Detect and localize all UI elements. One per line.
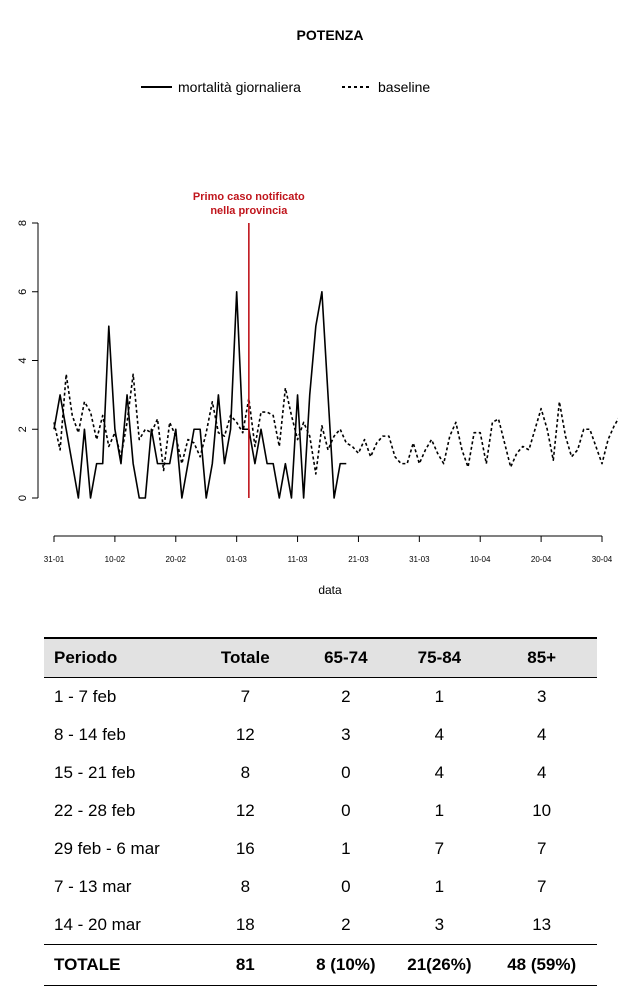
x-tick-label: 31-01	[44, 555, 65, 564]
total-75-84: 21(26%)	[392, 944, 487, 986]
cell-totale: 12	[235, 725, 255, 744]
legend-label-mortality: mortalità giornaliera	[178, 79, 301, 95]
cell-75-84: 1	[434, 687, 445, 706]
cell-totale: 16	[235, 839, 255, 858]
table-row: 15 - 21 feb 8 0 4 4	[44, 754, 597, 792]
cell-periodo: 1 - 7 feb	[54, 687, 117, 706]
y-tick-label: 0	[17, 495, 29, 501]
cell-totale: 12	[235, 801, 255, 820]
table-row: 14 - 20 mar 18 2 3 13	[44, 906, 597, 945]
table-row: 8 - 14 feb 12 3 4 4	[44, 716, 597, 754]
cell-periodo: 15 - 21 feb	[54, 763, 136, 782]
cell-75-84: 4	[434, 763, 445, 782]
x-tick-label: 11-03	[288, 555, 308, 564]
x-tick-label: 10-04	[470, 555, 491, 564]
cell-totale: 7	[240, 687, 251, 706]
header-65-74: 65-74	[299, 637, 393, 678]
cell-periodo: 14 - 20 mar	[54, 915, 141, 934]
cell-totale: 8	[240, 763, 251, 782]
cell-85plus: 7	[536, 839, 547, 858]
x-tick-label: 20-04	[531, 555, 552, 564]
table-header-row: Periodo Totale 65-74 75-84 85+	[44, 637, 597, 678]
series-layer	[53, 290, 618, 499]
table-row: 22 - 28 feb 12 0 1 10	[44, 792, 597, 830]
cell-65-74: 1	[341, 839, 351, 858]
cell-65-74: 3	[341, 725, 351, 744]
cell-65-74: 0	[341, 763, 351, 782]
x-tick-label: 30-04	[592, 555, 613, 564]
deaths-table: Periodo Totale 65-74 75-84 85+ 1 - 7 feb…	[44, 637, 597, 986]
x-tick-label: 21-03	[348, 555, 369, 564]
x-axis: 31-01 10-02 20-02 01-03 11-03 21-03 31-03 10-04…	[44, 535, 613, 564]
y-tick-label: 4	[17, 357, 29, 363]
y-tick-label: 6	[17, 289, 29, 295]
cell-85plus: 7	[536, 877, 547, 896]
cell-periodo: 8 - 14 feb	[54, 725, 126, 744]
x-tick-label: 01-03	[226, 555, 247, 564]
legend: mortalità giornaliera baseline	[141, 79, 430, 95]
annotation-line1: Primo caso notificato	[193, 191, 305, 203]
cell-periodo: 7 - 13 mar	[54, 877, 132, 896]
annotation-line2: nella provincia	[210, 205, 288, 217]
mortality-series-line	[53, 290, 347, 499]
cell-85plus: 4	[536, 763, 547, 782]
table-row: 7 - 13 mar 8 0 1 7	[44, 868, 597, 906]
x-tick-label: 20-02	[166, 555, 187, 564]
header-periodo: Periodo	[44, 637, 192, 678]
cell-periodo: 22 - 28 feb	[54, 801, 136, 820]
table-total-row: TOTALE 81 8 (10%) 21(26%) 48 (59%)	[44, 944, 597, 986]
y-tick-label: 2	[17, 426, 29, 432]
first-case-annotation: Primo caso notificato nella provincia	[193, 191, 305, 498]
table-row: 1 - 7 feb 7 2 1 3	[44, 678, 597, 717]
cell-75-84: 7	[434, 839, 445, 858]
cell-65-74: 2	[341, 915, 351, 934]
total-65-74: 8 (10%)	[299, 944, 393, 986]
cell-totale: 18	[235, 915, 255, 934]
x-tick-label: 31-03	[409, 555, 430, 564]
legend-label-baseline: baseline	[378, 79, 430, 95]
cell-65-74: 0	[341, 877, 351, 896]
y-tick-label: 8	[17, 220, 29, 226]
table-row: 29 feb - 6 mar 16 1 7 7	[44, 830, 597, 868]
x-axis-label: data	[318, 583, 342, 597]
cell-65-74: 2	[341, 687, 351, 706]
cell-totale: 8	[240, 877, 251, 896]
x-tick-label: 10-02	[105, 555, 126, 564]
cell-75-84: 1	[434, 877, 445, 896]
cell-75-84: 3	[434, 915, 445, 934]
cell-75-84: 1	[434, 801, 445, 820]
cell-periodo: 29 feb - 6 mar	[54, 839, 160, 858]
cell-75-84: 4	[434, 725, 445, 744]
chart-title: POTENZA	[297, 27, 364, 43]
cell-85plus: 4	[536, 725, 547, 744]
total-totale: 81	[191, 944, 300, 986]
cell-85plus: 10	[532, 801, 552, 820]
total-85plus: 48 (59%)	[486, 944, 597, 986]
mortality-chart: POTENZA mortalità giornaliera baseline 0…	[17, 27, 618, 597]
total-label: TOTALE	[44, 944, 192, 986]
y-axis: 0 2 4 6 8	[17, 220, 39, 501]
baseline-series-line	[53, 373, 618, 475]
cell-85plus: 13	[532, 915, 552, 934]
header-75-84: 75-84	[392, 637, 487, 678]
header-totale: Totale	[191, 637, 300, 678]
cell-65-74: 0	[341, 801, 351, 820]
cell-85plus: 3	[536, 687, 547, 706]
header-85plus: 85+	[486, 637, 597, 678]
